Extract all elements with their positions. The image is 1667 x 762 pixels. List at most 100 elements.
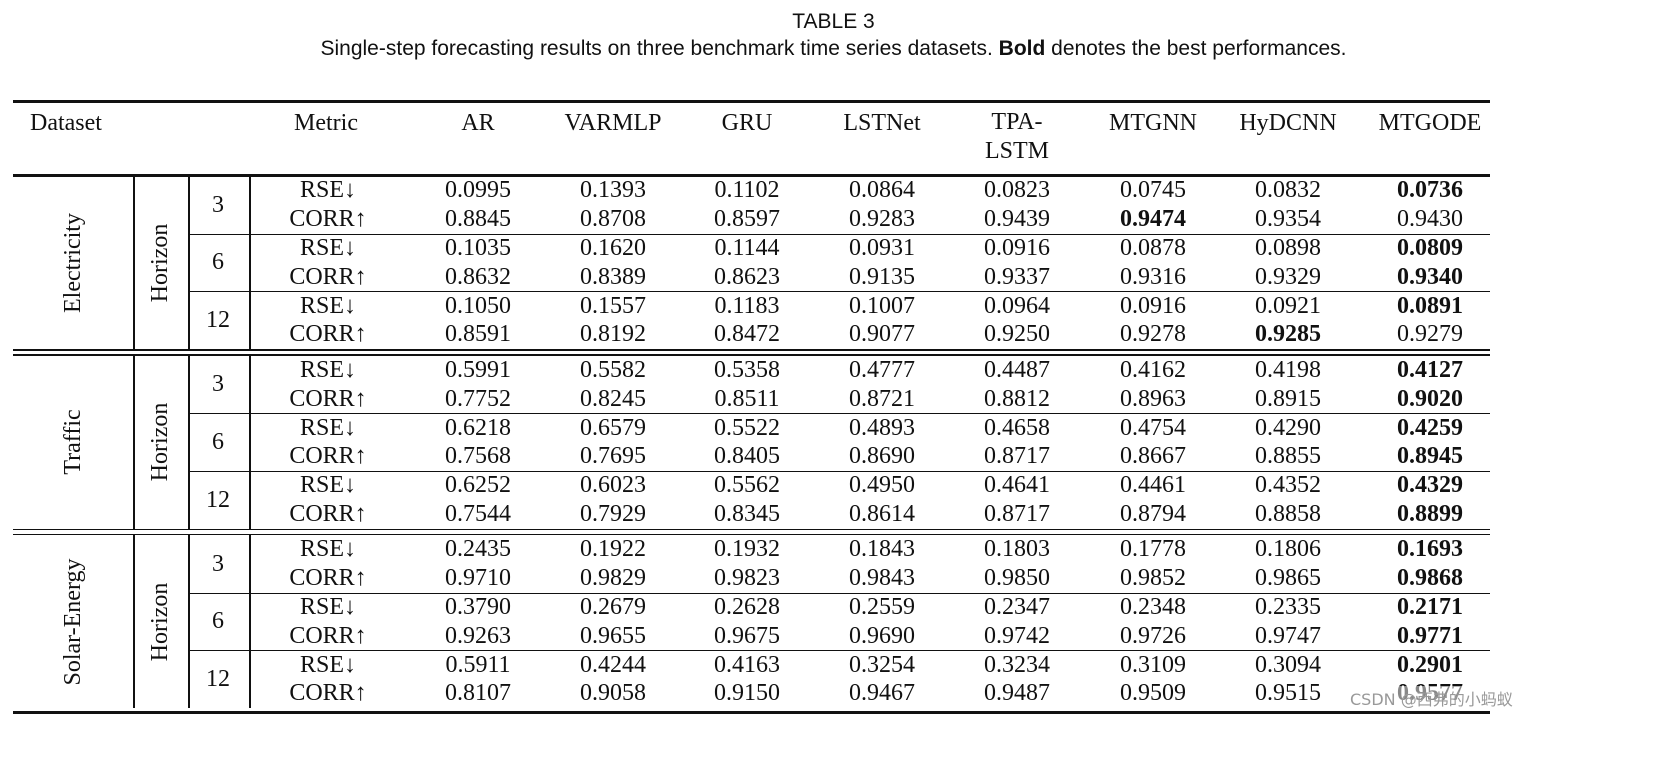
value-cell: 0.8245 <box>580 385 646 412</box>
rule <box>13 533 1490 535</box>
value-cell: 0.9852 <box>1120 565 1186 592</box>
horizon-value: 3 <box>212 371 224 398</box>
value-cell: 0.0898 <box>1255 235 1321 261</box>
horizon-value: 12 <box>206 486 230 513</box>
rule <box>188 355 190 529</box>
value-cell: 0.4329 <box>1397 472 1463 499</box>
value-cell: 0.9058 <box>580 680 646 707</box>
rule <box>188 535 190 708</box>
rule <box>133 355 135 529</box>
value-cell: 0.1843 <box>849 536 915 563</box>
value-cell: 0.9283 <box>849 206 915 233</box>
value-cell: 0.1393 <box>580 177 646 204</box>
value-cell: 0.0995 <box>445 177 511 204</box>
header-cell: MTGNN <box>1109 110 1197 136</box>
value-cell: 0.8107 <box>445 680 511 707</box>
value-cell: 0.9710 <box>445 565 511 592</box>
value-cell: 0.9467 <box>849 680 915 707</box>
value-cell: 0.0916 <box>984 235 1050 261</box>
value-cell: 0.4641 <box>984 472 1050 499</box>
value-cell: 0.9823 <box>714 565 780 592</box>
value-cell: 0.4198 <box>1255 356 1321 383</box>
value-cell: 0.1183 <box>714 292 780 319</box>
horizon-value: 6 <box>212 608 224 635</box>
value-cell: 0.8717 <box>984 500 1050 527</box>
value-cell: 0.5562 <box>714 472 780 499</box>
value-cell: 0.9430 <box>1397 206 1463 233</box>
value-cell: 0.8192 <box>580 321 646 348</box>
metric: RSE↓ <box>299 414 356 441</box>
rule <box>188 233 1490 235</box>
metric: RSE↓ <box>299 594 356 620</box>
value-cell: 0.3109 <box>1120 651 1186 678</box>
value-cell: 0.2679 <box>580 594 646 620</box>
value-cell: 0.2435 <box>445 536 511 563</box>
value-cell: 0.0745 <box>1120 177 1186 204</box>
value-cell: 0.9135 <box>849 263 915 290</box>
rule <box>188 413 1490 415</box>
rule <box>188 291 1490 293</box>
value-cell: 0.7544 <box>445 500 511 527</box>
metric: CORR↑ <box>289 500 367 527</box>
metric: CORR↑ <box>289 443 367 470</box>
value-cell: 0.8405 <box>714 443 780 470</box>
metric: RSE↓ <box>299 235 356 261</box>
value-cell: 0.9726 <box>1120 622 1186 649</box>
value-cell: 0.4127 <box>1397 356 1463 383</box>
metric: CORR↑ <box>289 622 367 649</box>
value-cell: 0.8721 <box>849 385 915 412</box>
header-cell: LSTNet <box>843 110 921 136</box>
value-cell: 0.7695 <box>580 443 646 470</box>
caption-text: denotes the best performances. <box>1045 37 1347 60</box>
value-cell: 0.9843 <box>849 565 915 592</box>
metric: RSE↓ <box>299 472 356 499</box>
value-cell: 0.6579 <box>580 414 646 441</box>
value-cell: 0.1007 <box>849 292 915 319</box>
horizon-value: 3 <box>212 191 224 218</box>
value-cell: 0.8389 <box>580 263 646 290</box>
value-cell: 0.9329 <box>1255 263 1321 290</box>
value-cell: 0.4461 <box>1120 472 1186 499</box>
value-cell: 0.9150 <box>714 680 780 707</box>
value-cell: 0.7568 <box>445 443 511 470</box>
value-cell: 0.2901 <box>1397 651 1463 678</box>
metric: RSE↓ <box>299 292 356 319</box>
value-cell: 0.9285 <box>1255 321 1321 348</box>
value-cell: 0.4893 <box>849 414 915 441</box>
value-cell: 0.9340 <box>1397 263 1463 290</box>
rule <box>133 176 135 349</box>
table-label: TABLE 3 <box>792 10 875 33</box>
value-cell: 0.8614 <box>849 500 915 527</box>
value-cell: 0.9337 <box>984 263 1050 290</box>
value-cell: 0.4162 <box>1120 356 1186 383</box>
value-cell: 0.2335 <box>1255 594 1321 620</box>
metric: CORR↑ <box>289 385 367 412</box>
value-cell: 0.1620 <box>580 235 646 261</box>
header-cell: AR <box>461 110 495 136</box>
rule <box>188 592 1490 594</box>
value-cell: 0.9077 <box>849 321 915 348</box>
value-cell: 0.0809 <box>1397 235 1463 261</box>
header-cell: Dataset <box>30 110 102 136</box>
header-cell: GRU <box>721 110 773 136</box>
value-cell: 0.8623 <box>714 263 780 290</box>
value-cell: 0.0864 <box>849 177 915 204</box>
watermark: CSDN @西弗的小蚂蚁 <box>1350 686 1513 710</box>
value-cell: 0.5582 <box>580 356 646 383</box>
value-cell: 0.9439 <box>984 206 1050 233</box>
value-cell: 0.4290 <box>1255 414 1321 441</box>
value-cell: 0.5991 <box>445 356 511 383</box>
value-cell: 0.9690 <box>849 622 915 649</box>
rule <box>133 535 135 708</box>
value-cell: 0.8812 <box>984 385 1050 412</box>
value-cell: 0.8855 <box>1255 443 1321 470</box>
value-cell: 0.5358 <box>714 356 780 383</box>
rule <box>13 528 1490 530</box>
value-cell: 0.4244 <box>580 651 646 678</box>
rule <box>13 174 1490 177</box>
table-caption: Single-step forecasting results on three… <box>0 37 1667 61</box>
value-cell: 0.9278 <box>1120 321 1186 348</box>
value-cell: 0.8717 <box>984 443 1050 470</box>
header-cell: TPA-LSTM <box>984 109 1049 164</box>
